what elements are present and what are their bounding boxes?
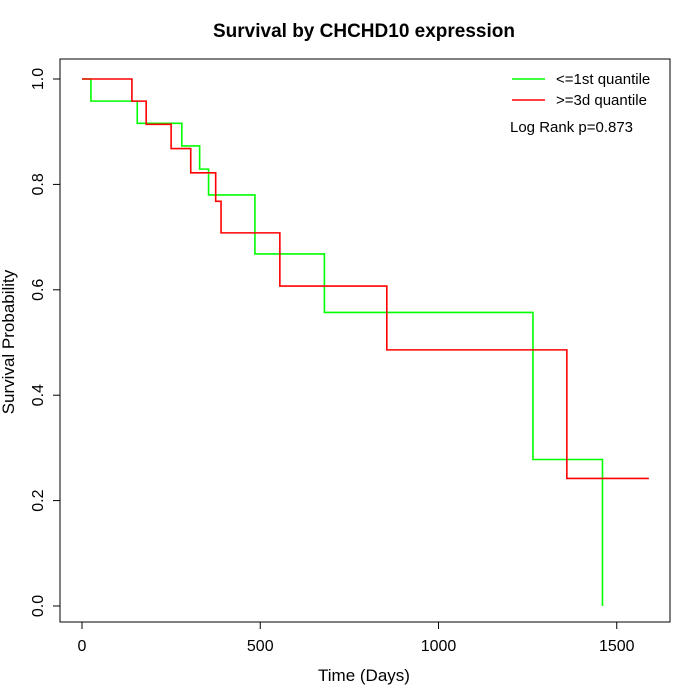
x-axis-label: Time (Days): [318, 666, 410, 685]
y-axis: 0.0 0.2 0.4 0.6 0.8 1.0: [30, 68, 60, 617]
y-tick-label: 0.4: [30, 384, 47, 406]
y-tick-label: 1.0: [30, 68, 47, 90]
x-tick-label: 1000: [421, 638, 457, 655]
series-layer: [82, 78, 649, 606]
legend-label: <=1st quantile: [556, 71, 650, 88]
y-tick-label: 0.6: [30, 279, 47, 301]
y-tick-label: 0.8: [30, 173, 47, 195]
series-line-1: [82, 78, 649, 480]
y-tick-label: 0.2: [30, 489, 47, 511]
x-axis: 0 500 1000 1500: [78, 621, 635, 655]
y-axis-label: Survival Probability: [0, 269, 18, 414]
x-tick-label: 1500: [599, 638, 635, 655]
legend-label: >=3d quantile: [556, 92, 647, 109]
chart-title: Survival by CHCHD10 expression: [213, 21, 515, 42]
x-tick-label: 500: [247, 638, 274, 655]
legend: <=1st quantile >=3d quantile: [512, 71, 650, 109]
x-tick-label: 0: [78, 638, 87, 655]
log-rank-annotation: Log Rank p=0.873: [510, 119, 633, 136]
y-tick-label: 0.0: [30, 595, 47, 617]
